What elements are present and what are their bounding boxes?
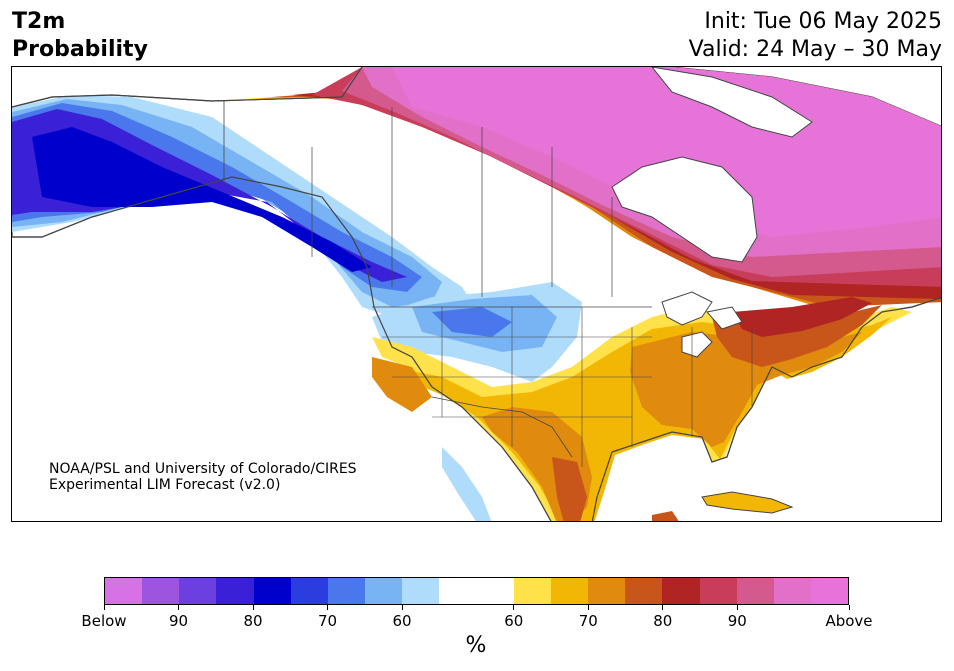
colorbar-tick <box>401 605 403 610</box>
colorbar-tick-label: Below <box>81 612 127 630</box>
colorbar-segment <box>699 578 737 604</box>
colorbar-segment <box>402 578 440 604</box>
colorbar-tick <box>178 605 179 610</box>
colorbar-segment <box>773 578 811 604</box>
colorbar-tick-label: 70 <box>317 612 338 630</box>
title-line-2: Probability <box>12 37 148 62</box>
valid-period: Valid: 24 May – 30 May <box>688 37 942 62</box>
colorbar-segment <box>253 578 291 604</box>
colorbar <box>104 577 849 605</box>
colorbar-segment <box>216 578 254 604</box>
colorbar-tick-label: 60 <box>392 612 412 630</box>
colorbar-segment <box>550 578 589 604</box>
colorbar-segment <box>513 578 551 604</box>
title-line-1: T2m <box>12 9 66 34</box>
colorbar-segment <box>736 578 774 604</box>
credit-line-2: Experimental LIM Forecast (v2.0) <box>49 477 281 493</box>
init-date: Init: Tue 06 May 2025 <box>704 9 942 34</box>
colorbar-segment <box>476 578 514 604</box>
colorbar-segment <box>105 578 143 604</box>
colorbar-tick <box>587 605 589 610</box>
colorbar-segment <box>179 578 217 604</box>
colorbar-segment <box>365 578 403 604</box>
colorbar-tick <box>252 605 254 610</box>
colorbar-segment <box>327 578 366 604</box>
colorbar-segment <box>439 578 477 604</box>
colorbar-tick-label: Above <box>825 612 873 630</box>
colorbar-segment <box>810 578 849 604</box>
colorbar-tick-label: 90 <box>727 612 747 630</box>
credit-line-1: NOAA/PSL and University of Colorado/CIRE… <box>49 461 357 477</box>
colorbar-tick-label: 80 <box>653 612 673 630</box>
forecast-dates: Init: Tue 06 May 2025 Valid: 24 May – 30… <box>689 8 942 64</box>
credit-text: NOAA/PSL and University of Colorado/CIRE… <box>49 461 357 493</box>
colorbar-tick <box>736 605 738 610</box>
colorbar-tick-label: 90 <box>168 612 189 630</box>
colorbar-tick-label: 60 <box>504 612 524 630</box>
colorbar-tick-label: 70 <box>578 612 598 630</box>
colorbar-tick <box>662 605 664 610</box>
colorbar-tick <box>103 605 105 610</box>
colorbar-segment <box>142 578 180 604</box>
colorbar-tick <box>513 605 515 610</box>
probability-map <box>11 66 942 522</box>
colorbar-tick <box>327 605 328 610</box>
colorbar-unit: % <box>465 633 487 658</box>
colorbar-segment <box>625 578 663 604</box>
colorbar-segment <box>290 578 328 604</box>
map-title: T2m Probability <box>12 8 148 64</box>
colorbar-tick <box>848 605 850 610</box>
map-svg <box>12 67 941 521</box>
colorbar-tick-label: 80 <box>243 612 263 630</box>
colorbar-segment <box>588 578 626 604</box>
colorbar-segment <box>662 578 700 604</box>
